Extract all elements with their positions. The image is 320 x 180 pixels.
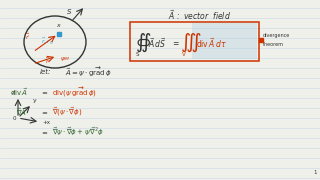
Text: let:: let: <box>40 69 52 75</box>
Text: S: S <box>67 9 71 15</box>
Text: $\vec{\nabla}\vec{A}$: $\vec{\nabla}\vec{A}$ <box>16 107 27 117</box>
Text: $\mathrm{div}\,\vec{A}\;d\tau$: $\mathrm{div}\,\vec{A}\;d\tau$ <box>196 36 228 50</box>
Bar <box>192 23 257 59</box>
Text: $\vec{A} = \psi \cdot \overrightarrow{\mathrm{grad}}\,\phi$: $\vec{A} = \psi \cdot \overrightarrow{\m… <box>65 65 112 79</box>
Text: $\oiint$: $\oiint$ <box>135 32 151 54</box>
Text: $\iiint$: $\iiint$ <box>180 32 202 54</box>
Text: $\vec{r},\vec{r}_0$: $\vec{r},\vec{r}_0$ <box>41 36 54 47</box>
Text: $d\vec{S}$: $d\vec{S}$ <box>86 0 96 3</box>
Text: $\mathrm{div}\,\vec{A}$: $\mathrm{div}\,\vec{A}$ <box>10 86 28 98</box>
Text: $\vec{A}$ :  vector  field: $\vec{A}$ : vector field <box>168 8 231 22</box>
Text: $\psi_M$: $\psi_M$ <box>60 55 70 63</box>
Text: x: x <box>56 23 60 28</box>
Text: $=$: $=$ <box>40 89 49 95</box>
Text: +x: +x <box>42 120 50 125</box>
Text: theorem: theorem <box>263 42 284 46</box>
Text: S: S <box>136 52 140 57</box>
Text: 1: 1 <box>314 170 317 175</box>
Text: $\vec{A}\,d\vec{S}$: $\vec{A}\,d\vec{S}$ <box>148 36 166 50</box>
Text: $\mathrm{div}(\psi\,\overrightarrow{\mathrm{grad}}\,\phi)$: $\mathrm{div}(\psi\,\overrightarrow{\mat… <box>52 85 97 99</box>
Text: $\vec{\nabla}(\psi\cdot\vec{\nabla}\phi)$: $\vec{\nabla}(\psi\cdot\vec{\nabla}\phi)… <box>52 106 83 118</box>
Text: 0: 0 <box>12 116 16 121</box>
Text: $=$: $=$ <box>40 109 49 115</box>
Text: $=$: $=$ <box>40 129 49 135</box>
Text: z: z <box>12 90 15 95</box>
Text: $\vec{r}$: $\vec{r}$ <box>45 56 51 66</box>
Text: $\vec{r}'$: $\vec{r}'$ <box>25 32 31 42</box>
Text: y: y <box>33 98 37 103</box>
Text: $\vec{\nabla}\psi\cdot\vec{\nabla}\phi + \psi\,\vec{\nabla}^{2}\phi$: $\vec{\nabla}\psi\cdot\vec{\nabla}\phi +… <box>52 126 104 138</box>
Text: V: V <box>182 52 186 57</box>
Text: $=$: $=$ <box>171 39 180 48</box>
Text: divergence: divergence <box>263 33 290 39</box>
